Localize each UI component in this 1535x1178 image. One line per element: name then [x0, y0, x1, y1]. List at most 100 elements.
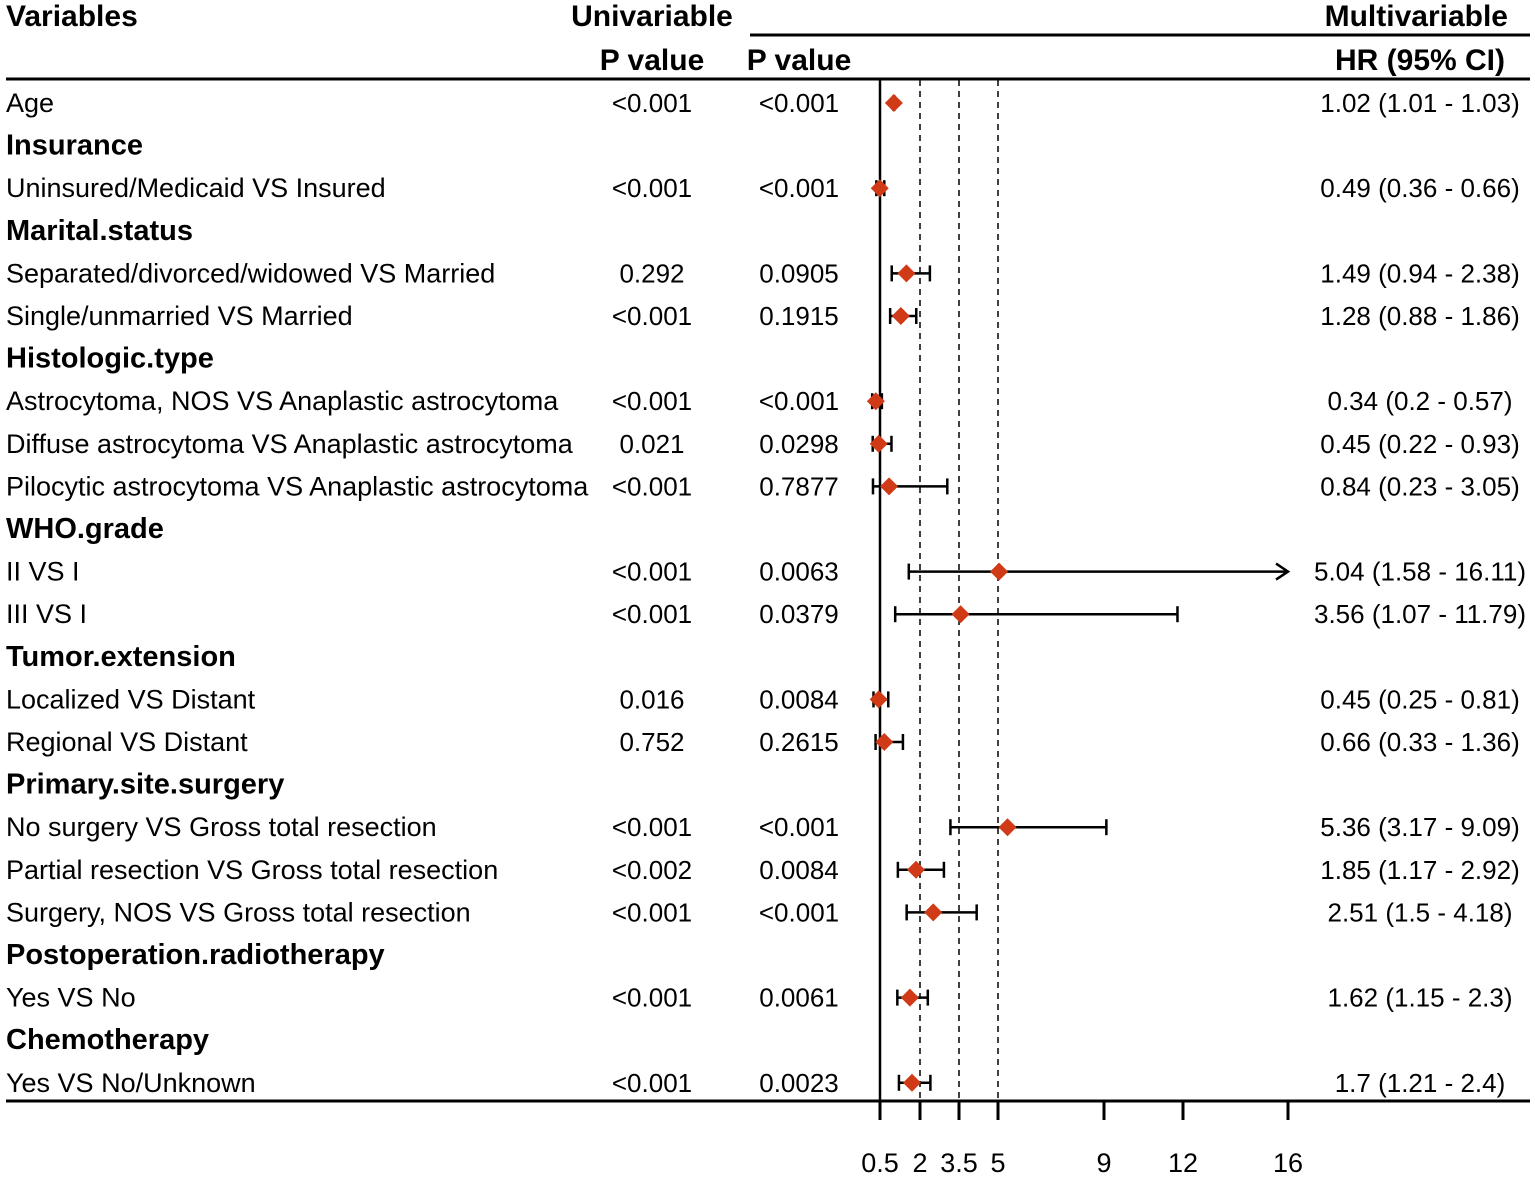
- uni-p-value: 0.752: [619, 727, 684, 757]
- multi-p-value: 0.0905: [759, 258, 839, 288]
- hr-point: [880, 477, 899, 496]
- hr-point: [897, 264, 916, 283]
- hr-ci-text: 5.36 (3.17 - 9.09): [1320, 812, 1519, 842]
- hr-ci-text: 0.84 (0.23 - 3.05): [1320, 471, 1519, 501]
- hr-point: [903, 1073, 921, 1092]
- row-label: Astrocytoma, NOS VS Anaplastic astrocyto…: [6, 386, 559, 416]
- multi-p-value: 0.0023: [759, 1068, 839, 1098]
- header-univariable: Univariable: [571, 0, 733, 33]
- row-label: Surgery, NOS VS Gross total resection: [6, 897, 471, 927]
- guide-lines: [878, 80, 999, 1101]
- x-tick-label: 3.5: [940, 1148, 978, 1178]
- forest-marks: [866, 94, 1291, 1092]
- row-label: Single/unmarried VS Married: [6, 301, 353, 331]
- uni-p-value: 0.021: [619, 429, 684, 459]
- multi-p-value: <0.001: [759, 386, 839, 416]
- row-label: Age: [6, 88, 54, 118]
- row-label: Uninsured/Medicaid VS Insured: [6, 173, 386, 203]
- hr-ci-text: 1.02 (1.01 - 1.03): [1320, 88, 1519, 118]
- header-hr-ci: HR (95% CI): [1335, 44, 1505, 77]
- hr-ci-text: 3.56 (1.07 - 11.79): [1314, 599, 1526, 629]
- row-label: II VS I: [6, 557, 80, 587]
- uni-p-value: <0.001: [612, 386, 692, 416]
- group-label: Marital.status: [6, 215, 193, 247]
- row-label: Regional VS Distant: [6, 727, 248, 757]
- multi-p-value: 0.2615: [759, 727, 839, 757]
- hr-ci-text: 1.49 (0.94 - 2.38): [1320, 258, 1519, 288]
- hr-ci-text: 0.66 (0.33 - 1.36): [1320, 727, 1519, 757]
- hr-ci-text: 1.62 (1.15 - 2.3): [1328, 983, 1513, 1013]
- group-label: Tumor.extension: [6, 641, 236, 673]
- hr-point: [869, 690, 888, 709]
- uni-p-value: <0.001: [612, 1068, 692, 1098]
- hr-ci-text: 1.7 (1.21 - 2.4): [1335, 1068, 1506, 1098]
- hr-point: [866, 392, 885, 411]
- uni-p-value: <0.001: [612, 88, 692, 118]
- row-label: Localized VS Distant: [6, 684, 256, 714]
- uni-p-value: <0.001: [612, 983, 692, 1013]
- hr-ci-text: 1.85 (1.17 - 2.92): [1320, 855, 1519, 885]
- multi-p-value: <0.001: [759, 88, 839, 118]
- hr-ci-text: 1.28 (0.88 - 1.86): [1320, 301, 1519, 331]
- x-tick-label: 12: [1168, 1148, 1198, 1178]
- group-label: Postoperation.radiotherapy: [6, 939, 385, 971]
- uni-p-value: 0.292: [619, 258, 684, 288]
- hr-point: [907, 860, 925, 879]
- group-label: Chemotherapy: [6, 1024, 209, 1056]
- group-label: Primary.site.surgery: [6, 769, 284, 801]
- uni-p-value: <0.001: [612, 557, 692, 587]
- group-label: Histologic.type: [6, 343, 214, 375]
- hr-point: [869, 434, 888, 453]
- x-axis: 0.5 2 3.5 5 9 12 16: [861, 1101, 1303, 1178]
- uni-p-value: <0.002: [612, 855, 692, 885]
- row-label: Diffuse astrocytoma VS Anaplastic astroc…: [6, 429, 574, 459]
- hr-point: [990, 562, 1009, 581]
- x-tick-label: 9: [1096, 1148, 1111, 1178]
- hr-point: [891, 307, 910, 325]
- multi-p-value: 0.0084: [759, 684, 839, 714]
- hr-point: [875, 733, 894, 751]
- row-label: Yes VS No/Unknown: [6, 1068, 256, 1098]
- multi-p-value: 0.0379: [759, 599, 839, 629]
- uni-p-value: <0.001: [612, 471, 692, 501]
- hr-ci-text: 0.49 (0.36 - 0.66): [1320, 173, 1519, 203]
- uni-p-value: <0.001: [612, 173, 692, 203]
- hr-ci-text: 2.51 (1.5 - 4.18): [1328, 897, 1513, 927]
- table-rows: Age <0.001 <0.001 1.02 (1.01 - 1.03) Insuran…: [6, 88, 1526, 1098]
- group-label: WHO.grade: [6, 513, 164, 545]
- multi-p-value: 0.1915: [759, 301, 839, 331]
- multi-p-value: <0.001: [759, 897, 839, 927]
- x-tick-label: 0.5: [861, 1148, 899, 1178]
- row-label: Pilocytic astrocytoma VS Anaplastic astr…: [6, 471, 589, 501]
- hr-point: [870, 179, 889, 198]
- header-uni-p-value: P value: [600, 44, 705, 77]
- multi-p-value: 0.7877: [759, 471, 839, 501]
- header-multi-p-value: P value: [747, 44, 852, 77]
- hr-point: [998, 818, 1017, 837]
- x-tick-label: 16: [1273, 1148, 1303, 1178]
- header-multivariable: Multivariable: [1325, 0, 1508, 33]
- multi-p-value: <0.001: [759, 812, 839, 842]
- multi-p-value: 0.0063: [759, 557, 839, 587]
- x-tick-label: 5: [990, 1148, 1005, 1178]
- hr-point: [900, 988, 919, 1007]
- uni-p-value: <0.001: [612, 599, 692, 629]
- hr-ci-text: 5.04 (1.58 - 16.11): [1314, 557, 1526, 587]
- row-label: III VS I: [6, 599, 87, 629]
- multi-p-value: 0.0298: [759, 429, 839, 459]
- hr-point: [924, 903, 943, 922]
- header-variables: Variables: [6, 0, 138, 33]
- multi-p-value: 0.0084: [759, 855, 839, 885]
- row-label: Separated/divorced/widowed VS Married: [6, 258, 495, 288]
- multi-p-value: <0.001: [759, 173, 839, 203]
- uni-p-value: <0.001: [612, 897, 692, 927]
- row-label: Yes VS No: [6, 983, 136, 1013]
- multi-p-value: 0.0061: [759, 983, 839, 1013]
- uni-p-value: <0.001: [612, 301, 692, 331]
- row-label: Partial resection VS Gross total resecti…: [6, 855, 498, 885]
- uni-p-value: 0.016: [619, 684, 684, 714]
- hr-point: [884, 94, 903, 112]
- ci-arrow: [1275, 562, 1291, 581]
- hr-ci-text: 0.34 (0.2 - 0.57): [1328, 386, 1513, 416]
